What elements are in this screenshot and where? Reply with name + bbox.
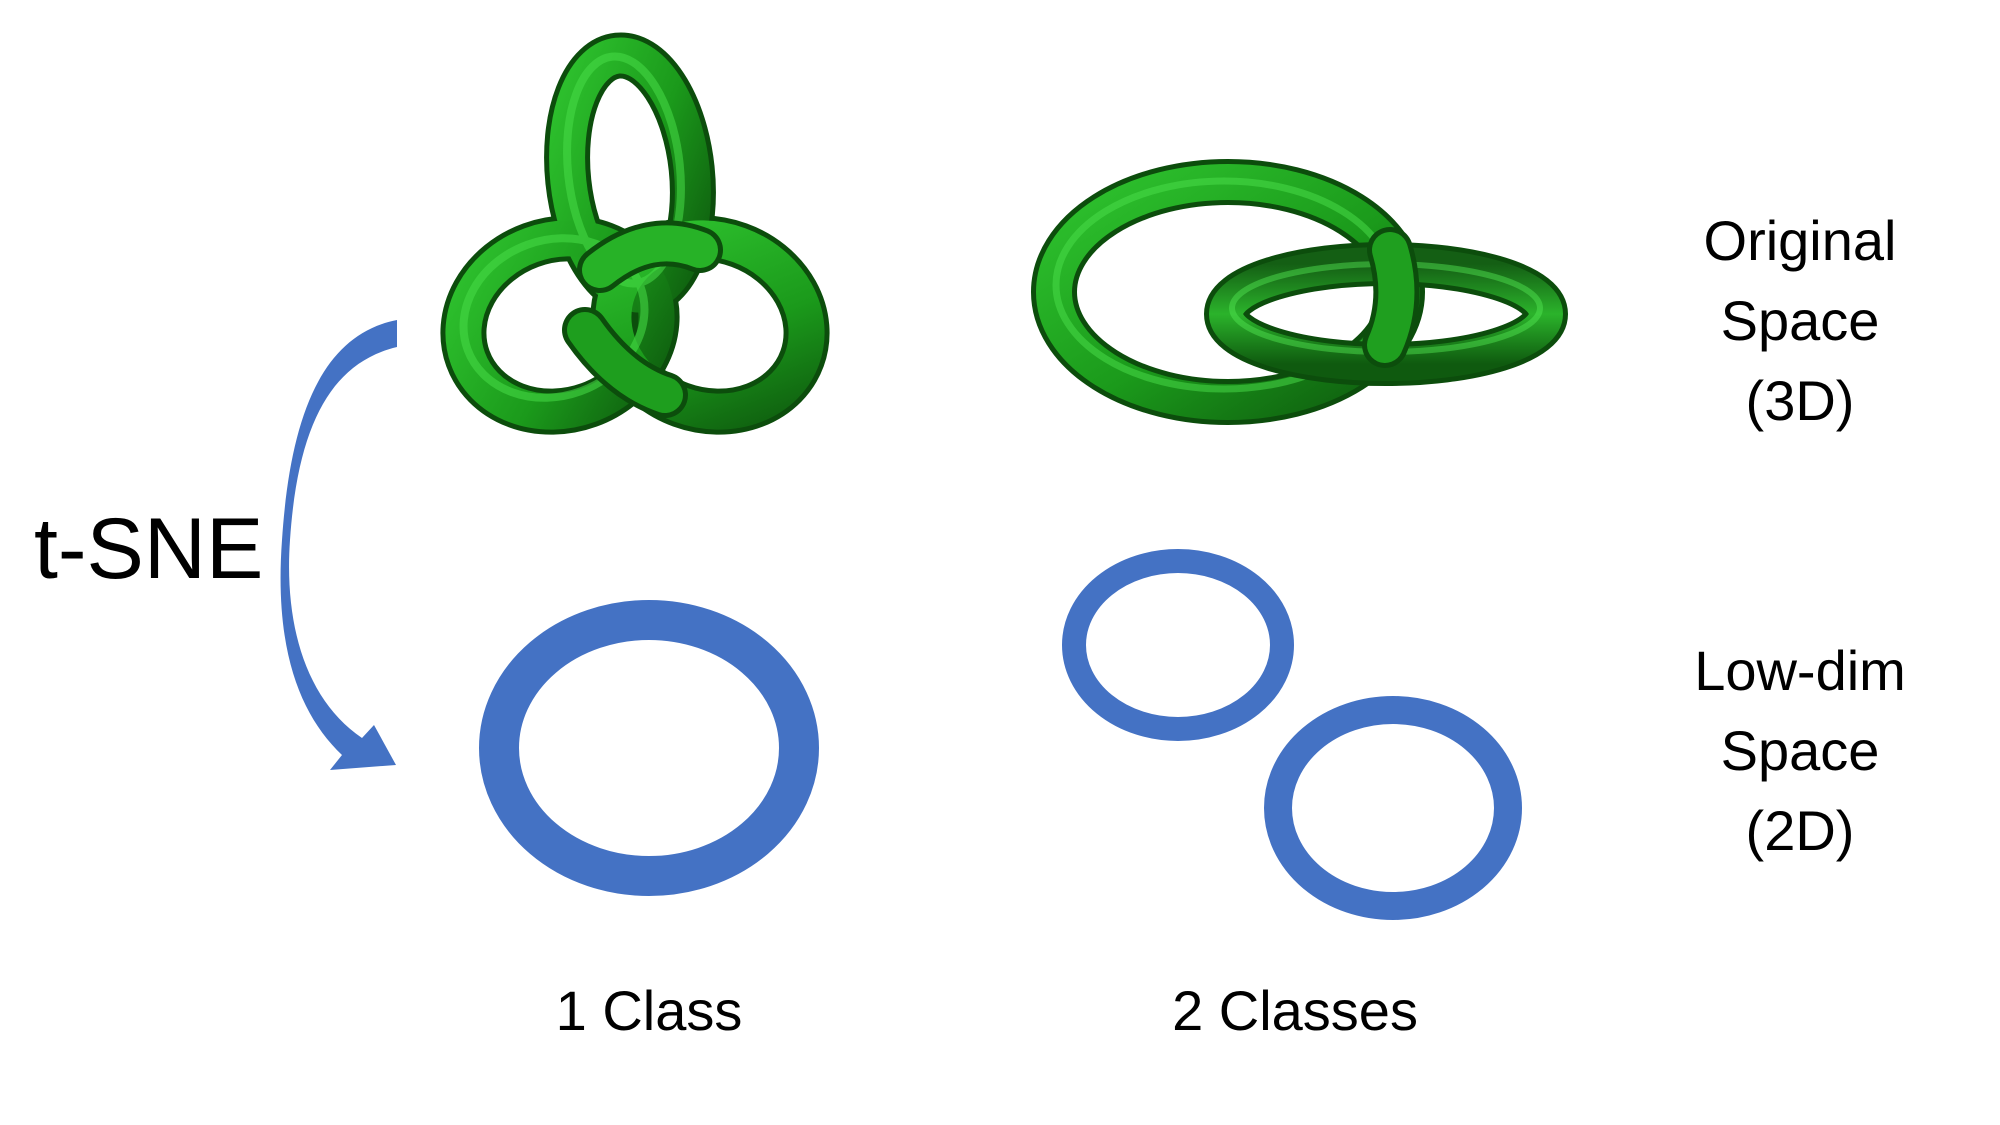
- svg-text:Space: Space: [1721, 289, 1880, 352]
- curved-arrow: [280, 320, 397, 770]
- trefoil-knot-3d: [440, 32, 830, 435]
- ring-small: [1062, 549, 1294, 741]
- column-label-1-class: 1 Class: [556, 979, 743, 1042]
- column-label-2-classes: 2 Classes: [1172, 979, 1418, 1042]
- svg-text:Low-dim: Low-dim: [1694, 639, 1906, 702]
- svg-text:(2D): (2D): [1746, 799, 1855, 862]
- two-rings-2d: [1062, 549, 1522, 920]
- svg-text:Space: Space: [1721, 719, 1880, 782]
- single-ring-2d: [479, 600, 819, 896]
- hopf-link-3d: [1031, 159, 1568, 425]
- svg-text:Original: Original: [1704, 209, 1897, 272]
- ring-medium: [1264, 696, 1522, 920]
- method-label: t-SNE: [34, 501, 263, 597]
- lowdim-space-label: Low-dim Space (2D): [1694, 639, 1906, 862]
- svg-text:(3D): (3D): [1746, 369, 1855, 432]
- original-space-label: Original Space (3D): [1704, 209, 1897, 432]
